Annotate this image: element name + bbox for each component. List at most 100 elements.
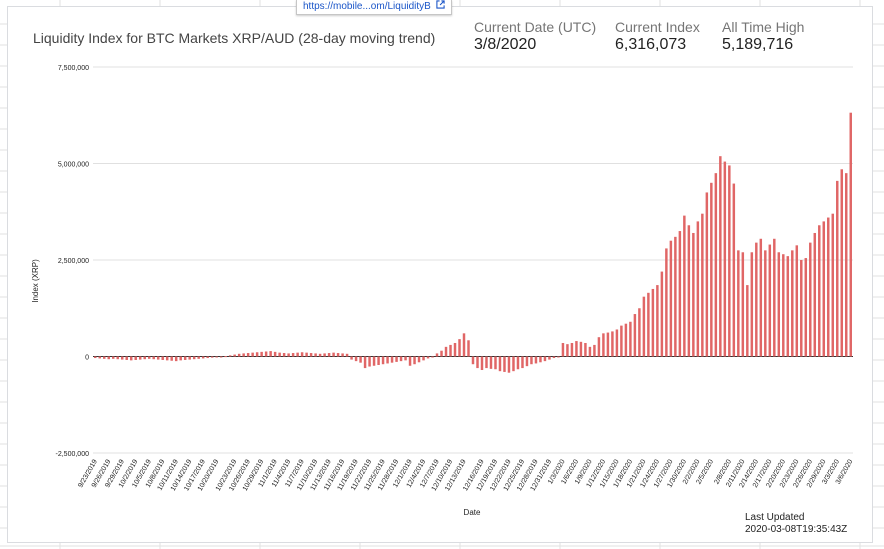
bar — [741, 252, 745, 357]
bar — [323, 353, 326, 357]
bar — [170, 356, 173, 361]
bar — [138, 356, 142, 360]
bar — [476, 356, 479, 369]
bar — [737, 250, 740, 357]
bar — [219, 356, 223, 358]
bar — [287, 353, 290, 357]
bar — [642, 296, 646, 357]
bar — [404, 356, 407, 361]
bar — [759, 238, 763, 357]
bar — [656, 285, 659, 357]
bar — [579, 341, 583, 357]
bar — [557, 356, 560, 358]
bar — [633, 314, 637, 357]
bar — [449, 344, 452, 357]
bar — [107, 356, 110, 360]
bar — [174, 356, 178, 362]
bar — [701, 213, 704, 357]
bar — [683, 215, 686, 357]
chart-bars — [94, 112, 852, 373]
bar — [746, 285, 749, 357]
link-preview-chip[interactable]: https://mobile...om/LiquidityB — [296, 0, 452, 15]
bar — [282, 353, 286, 357]
bar — [363, 356, 367, 369]
bar — [665, 248, 668, 357]
bar — [773, 238, 776, 357]
bar — [638, 308, 641, 357]
bar — [431, 356, 434, 358]
bar — [386, 356, 389, 364]
bar — [408, 356, 412, 366]
bar — [228, 355, 232, 357]
bar — [552, 356, 556, 359]
bar — [728, 165, 731, 357]
bar — [575, 341, 578, 357]
bar — [782, 254, 785, 357]
bar — [840, 169, 843, 357]
link-url[interactable]: https://mobile...om/LiquidityB — [303, 1, 431, 12]
bar — [674, 236, 677, 357]
bar — [818, 225, 821, 357]
bar — [129, 356, 133, 361]
bar — [143, 356, 146, 360]
chart-axes: -2,500,00002,500,0005,000,0007,500,0009/… — [56, 65, 855, 492]
bar — [399, 356, 403, 362]
bar — [800, 260, 803, 357]
bar — [296, 352, 299, 357]
bar — [539, 356, 542, 363]
bar — [210, 356, 214, 358]
bar — [233, 354, 236, 357]
bar — [453, 342, 457, 357]
bar — [165, 356, 169, 361]
bar — [705, 192, 709, 357]
bar — [687, 225, 691, 357]
chart-title: Liquidity Index for BTC Markets XRP/AUD … — [33, 30, 436, 46]
last-updated-label: Last Updated — [745, 512, 805, 523]
bar — [314, 353, 317, 357]
bar — [125, 356, 128, 360]
bar — [593, 344, 596, 357]
external-link-icon[interactable] — [436, 0, 445, 14]
bar — [161, 356, 164, 360]
bar — [548, 356, 551, 360]
stat-current-index: Current Index 6,316,073 — [615, 19, 700, 55]
bar — [120, 356, 124, 360]
bar — [791, 250, 794, 357]
bar — [192, 356, 196, 360]
bar — [696, 221, 700, 357]
bar — [98, 356, 101, 359]
bar — [426, 356, 430, 359]
bar — [629, 321, 632, 357]
bar — [786, 256, 790, 357]
bar — [584, 342, 587, 357]
bar — [264, 351, 268, 357]
last-updated-value: 2020-03-08T19:35:43Z — [745, 524, 848, 535]
bar — [112, 356, 115, 359]
bar — [597, 337, 601, 357]
bar — [755, 242, 758, 357]
bar — [530, 356, 533, 365]
bar — [543, 356, 547, 362]
bar — [422, 356, 425, 361]
bar — [777, 252, 781, 357]
bar — [390, 356, 394, 363]
bar — [836, 180, 839, 357]
stat-current-date: Current Date (UTC) 3/8/2020 — [474, 19, 596, 55]
bar — [489, 356, 493, 369]
bar — [251, 352, 254, 357]
bar — [732, 183, 736, 357]
bar — [327, 353, 331, 357]
bar — [444, 346, 448, 357]
bar — [197, 356, 200, 359]
bar — [521, 356, 524, 369]
bar — [103, 356, 106, 359]
y-tick-label: 2,500,000 — [58, 258, 89, 265]
bar — [215, 356, 218, 358]
bar — [417, 356, 421, 363]
y-tick-label: -2,500,000 — [56, 451, 90, 458]
bar — [260, 351, 263, 357]
bar — [152, 356, 155, 360]
bar — [237, 353, 241, 357]
bar — [822, 221, 826, 357]
y-axis-title: Index (XRP) — [31, 259, 40, 303]
